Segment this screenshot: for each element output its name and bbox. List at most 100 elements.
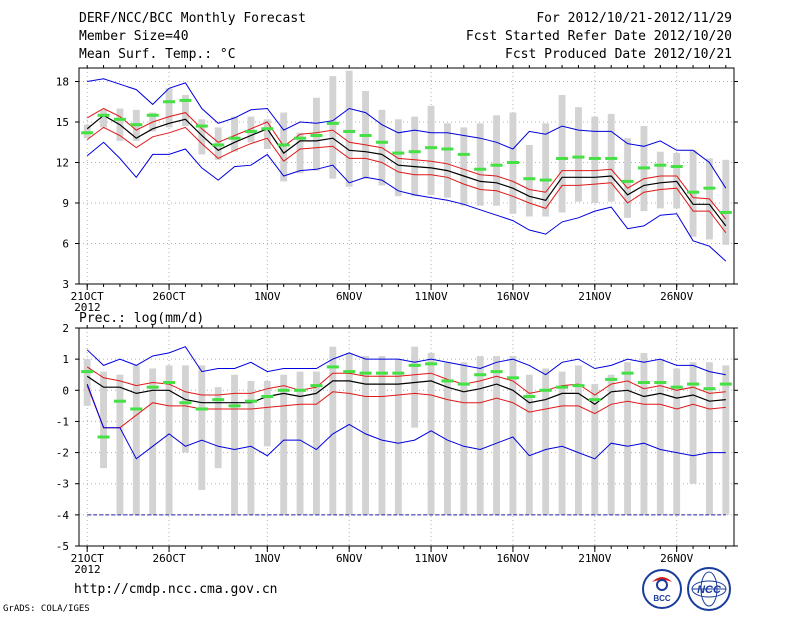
temp-median-marker [670,165,683,169]
forecast-produced-date: Fcst Produced Date 2012/10/21 [505,47,732,62]
temp-spread-bar [181,95,189,127]
temp-median-marker [130,123,143,127]
prec-xtick-label: 16NOV [496,552,529,565]
temp-median-marker [261,127,274,131]
prec-spread-bar [493,356,501,515]
temp-ytick-label: 6 [62,238,69,251]
prec-spread-bar [116,374,124,515]
prec-xtick-label: 1NOV [254,552,281,565]
temp-xtick-label: 16NOV [496,290,529,303]
temp-spread-bar [296,132,304,174]
temp-median-marker [81,131,94,135]
source-url[interactable]: http://cmdp.ncc.cma.gov.cn [74,582,278,597]
temp-spread-bar [100,109,108,128]
prec-median-marker [244,399,257,403]
prec-spread-bar [149,368,157,515]
prec-spread-bar [640,352,648,515]
prec-median-marker [97,435,110,439]
prec-median-marker [113,399,126,403]
temp-xtick-label: 21NOV [578,290,611,303]
prec-median-marker [474,373,487,377]
prec-spread-bar [296,371,304,515]
prec-median-marker [81,370,94,374]
chart-title: DERF/NCC/BCC Monthly Forecast [79,11,306,26]
temp-spread-bar [574,107,582,202]
prec-xtick-label: 6NOV [336,552,363,565]
prec-spread-bar [100,371,108,469]
prec-median-marker [343,370,356,374]
prec-spread-bar [476,356,484,515]
temp-spread-bar [247,116,255,143]
forecast-period: For 2012/10/21-2012/11/29 [536,11,732,26]
prec-median-marker [195,407,208,411]
prec-median-marker [637,381,650,384]
prec-spread-bar [214,387,222,469]
temp-median-marker [244,129,257,133]
prec-spread-bar [558,371,566,515]
prec-spread-bar [607,374,615,515]
ncc-logo-text: NCC [697,584,722,596]
bcc-logo: BCC [642,569,682,609]
temp-inner-upper-line [86,107,727,220]
temp-ytick-label: 9 [62,197,69,210]
prec-xtick-label: 11NOV [415,552,448,565]
temp-spread-bar [411,116,419,197]
prec-median-marker [310,384,323,388]
prec-median-marker [539,388,552,392]
temp-ytick-label: 15 [56,116,69,129]
prec-spread-bar [165,365,173,515]
temp-frame [78,67,735,285]
temp-median-marker [97,113,110,117]
temp-median-marker [539,178,552,182]
prec-ytick-label: 2 [62,322,69,335]
temp-xtick-year: 2012 [74,301,101,314]
temp-median-marker [146,113,159,117]
temp-spread-bar [329,76,337,179]
prec-spread-bar [263,380,271,447]
prec-median-marker [605,377,618,381]
temp-median-marker [326,121,339,125]
prec-median-marker [294,388,307,392]
prec-ensemble-mean-line [86,375,726,406]
temp-outer-upper-line [87,78,727,189]
temp-spread-bar [624,138,632,218]
member-size-label: Member Size=40 [79,29,189,44]
temp-median-marker [637,166,650,170]
prec-spread-bar [312,371,320,515]
prec-spread-bar [542,368,550,515]
temp-median-marker [605,156,618,160]
temp-median-marker [506,161,519,164]
prec-spread-bar [198,365,206,490]
prec-median-marker [572,384,585,388]
prec-spread-bar [574,365,582,515]
temp-median-marker [490,163,503,167]
temp-median-marker [179,98,192,102]
temp-median-marker [113,117,126,121]
temp-median-marker [474,167,487,171]
prec-median-marker [654,381,667,384]
prec-spread-bar [280,374,288,515]
prec-xtick-label: 26OCT [153,552,186,565]
temp-median-marker [588,156,601,160]
prec-median-marker [670,385,683,389]
prec-median-marker [261,395,274,399]
temp-spread-bar [280,112,288,182]
temp-median-marker [375,140,388,144]
prec-spread-bar [411,346,419,428]
prec-ytick-label: -5 [56,540,69,553]
prec-ylabel: Prec.: log(mm/d) [79,311,204,326]
prec-median-marker [425,362,438,366]
temp-xtick-label: 21OCT [71,290,104,303]
temp-xtick-label: 6NOV [336,290,363,303]
prec-spread-bar [394,359,402,515]
temp-ytick-label: 18 [56,76,69,89]
prec-inner-lower-line [86,385,726,429]
prec-median-marker [228,404,241,408]
prec-spread-bar [591,384,599,515]
temp-median-marker [163,100,176,104]
temp-outer-lower-line [86,141,727,262]
prec-spread-bar [181,365,189,453]
prec-median-marker [687,382,700,386]
prec-median-marker [719,382,732,386]
prec-spread-bar [427,352,435,515]
